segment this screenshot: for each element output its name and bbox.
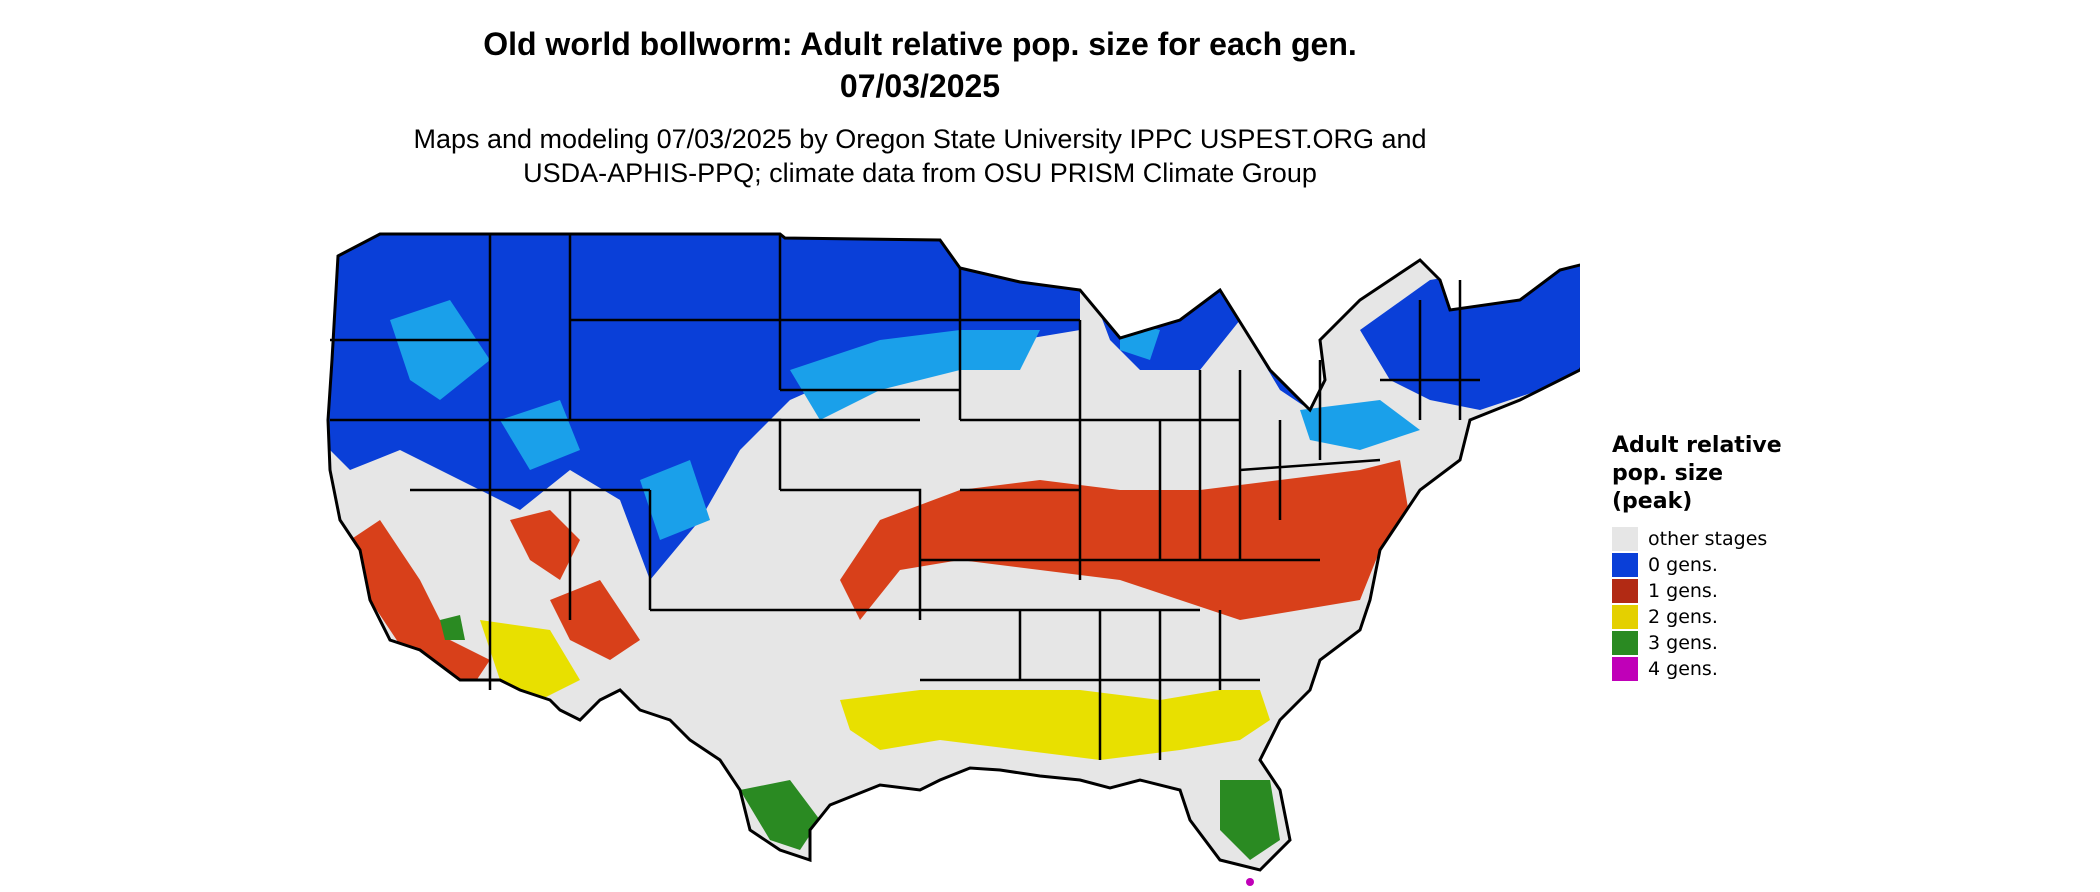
zone-2-gens-arizona (480, 620, 580, 700)
legend-item-4-gens: 4 gens. (1612, 656, 1852, 682)
legend-title-line-3: (peak) (1612, 489, 1693, 514)
legend-label: 4 gens. (1648, 658, 1718, 680)
legend-label: other stages (1648, 528, 1768, 550)
zone-0-gens-northeast (1360, 260, 1580, 410)
legend-swatch (1612, 527, 1638, 551)
zone-4-gens-keys (1246, 878, 1254, 886)
legend-label: 3 gens. (1648, 632, 1718, 654)
zone-0-gens-light-plains (790, 330, 1040, 420)
legend-swatch (1612, 657, 1638, 681)
us-map (326, 232, 1580, 886)
legend-label: 2 gens. (1648, 606, 1718, 628)
zone-3-gens-texas (740, 780, 820, 850)
subtitle-line-2: USDA-APHIS-PPQ; climate data from OSU PR… (523, 158, 1317, 188)
legend-swatch (1612, 631, 1638, 655)
map-legend: Adult relative pop. size (peak) other st… (1612, 432, 1852, 682)
legend-title: Adult relative pop. size (peak) (1612, 432, 1852, 516)
zone-1-gen-southwest (350, 510, 640, 690)
legend-item-3-gens: 3 gens. (1612, 630, 1852, 656)
legend-label: 1 gens. (1648, 580, 1718, 602)
title-line-1: Old world bollworm: Adult relative pop. … (483, 26, 1357, 62)
subtitle-line-1: Maps and modeling 07/03/2025 by Oregon S… (413, 124, 1427, 154)
legend-items: other stages 0 gens. 1 gens. 2 gens. 3 g… (1612, 526, 1852, 682)
legend-item-1-gens: 1 gens. (1612, 578, 1852, 604)
zone-0-gens-light-lakes (1120, 320, 1420, 450)
state-borders (326, 232, 1580, 872)
legend-item-2-gens: 2 gens. (1612, 604, 1852, 630)
zone-2-gens-south (840, 690, 1270, 760)
legend-swatch (1612, 605, 1638, 629)
legend-swatch (1612, 579, 1638, 603)
zone-3-gens-california (440, 615, 465, 640)
legend-label: 0 gens. (1648, 554, 1718, 576)
zone-3-gens-florida (1220, 780, 1280, 860)
zone-1-gen-central-band (840, 460, 1410, 620)
legend-swatch (1612, 553, 1638, 577)
legend-title-line-2: pop. size (1612, 461, 1723, 486)
legend-title-line-1: Adult relative (1612, 433, 1782, 458)
title-line-2: 07/03/2025 (839, 68, 1001, 104)
legend-item-0-gens: 0 gens. (1612, 552, 1852, 578)
legend-item-other-stages: other stages (1612, 526, 1852, 552)
